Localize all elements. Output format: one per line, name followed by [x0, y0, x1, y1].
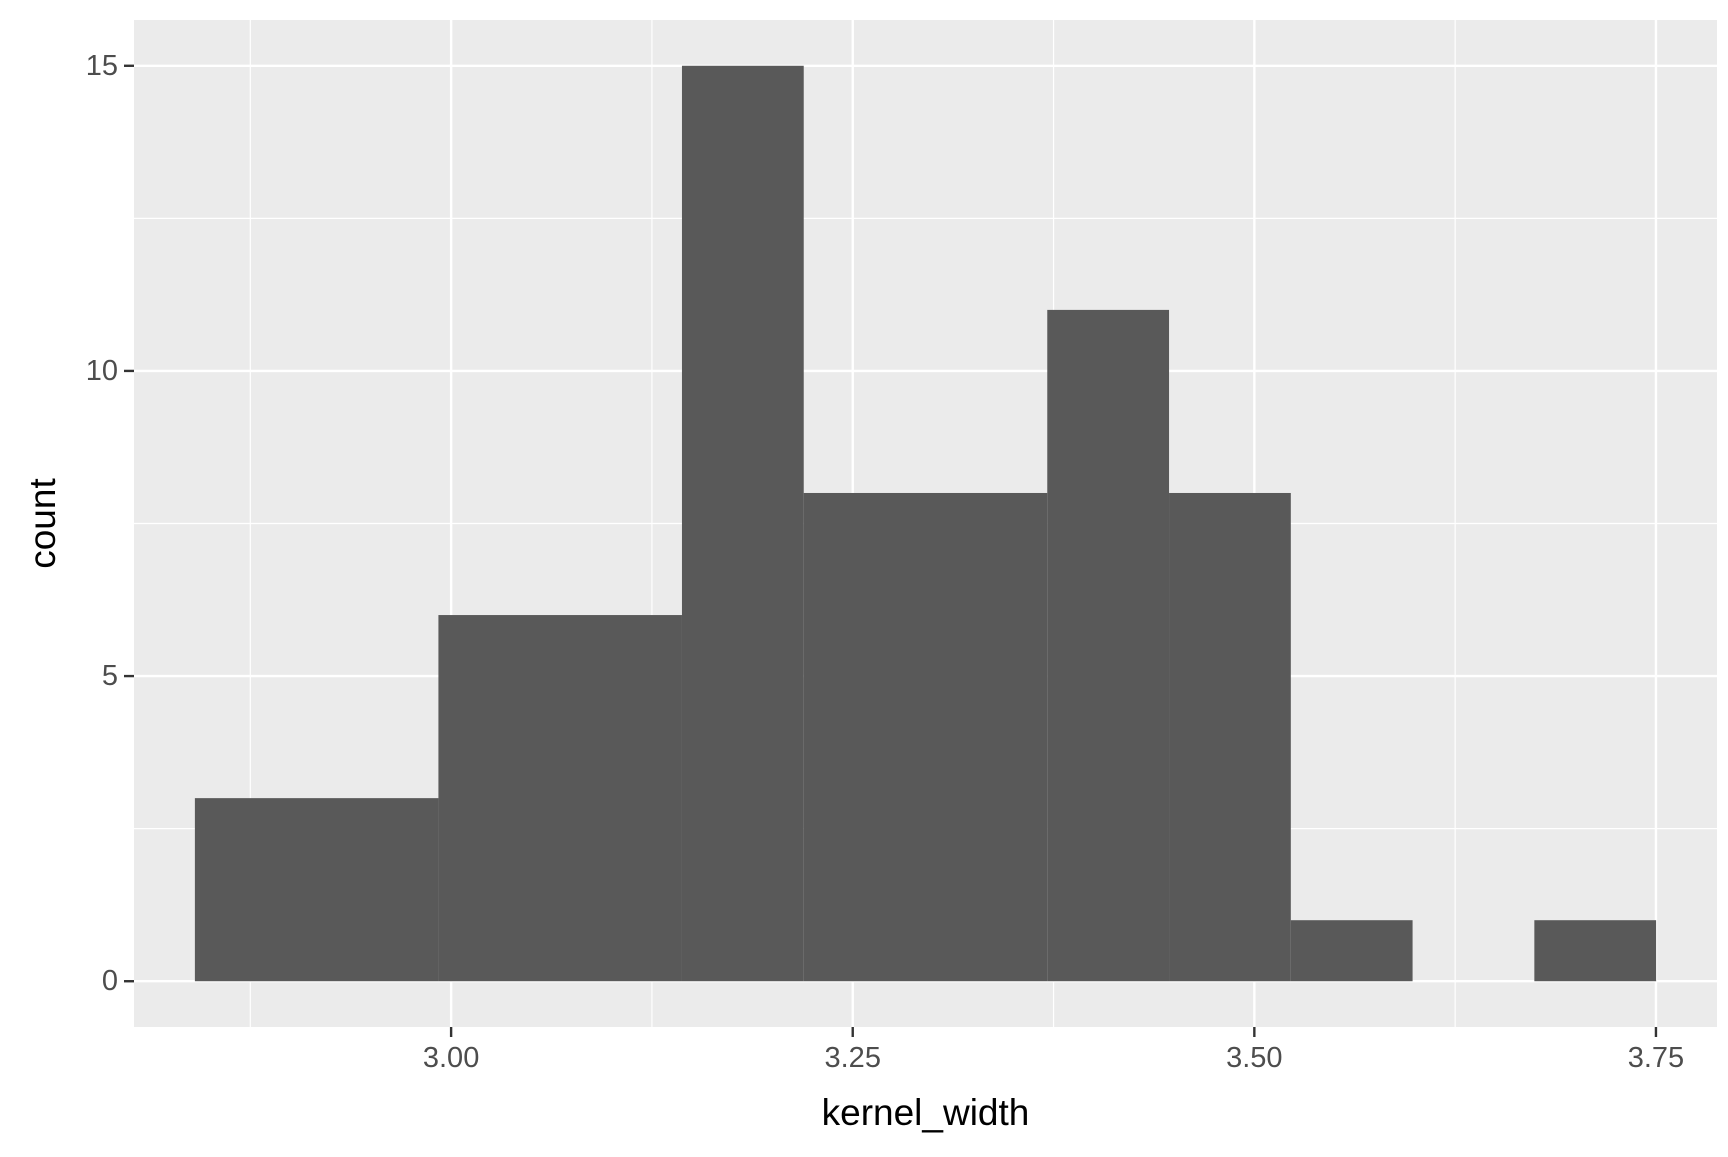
histogram-bar [803, 492, 1048, 982]
histogram-bar [1290, 920, 1413, 982]
x-axis-title: kernel_width [822, 1092, 1030, 1133]
y-axis-title: count [22, 478, 63, 569]
x-axis: 3.00 3.25 3.50 3.75 [423, 1027, 1684, 1074]
x-tick-label: 3.25 [825, 1042, 881, 1074]
y-tick-label: 0 [102, 965, 118, 997]
y-tick-label: 15 [86, 50, 118, 82]
y-tick-label: 5 [102, 660, 118, 692]
histogram-bar [1047, 309, 1170, 982]
y-tick-label: 10 [86, 355, 118, 387]
histogram-bars [194, 65, 1657, 982]
histogram-bar [1169, 492, 1291, 982]
histogram-bar [438, 615, 682, 982]
x-tick-label: 3.50 [1226, 1042, 1282, 1074]
x-tick-label: 3.00 [423, 1042, 479, 1074]
histogram-bar [1534, 920, 1657, 982]
histogram-bar [681, 65, 804, 982]
y-axis: 0 5 10 15 [86, 50, 134, 997]
histogram-bar [194, 798, 439, 982]
x-tick-label: 3.75 [1628, 1042, 1684, 1074]
